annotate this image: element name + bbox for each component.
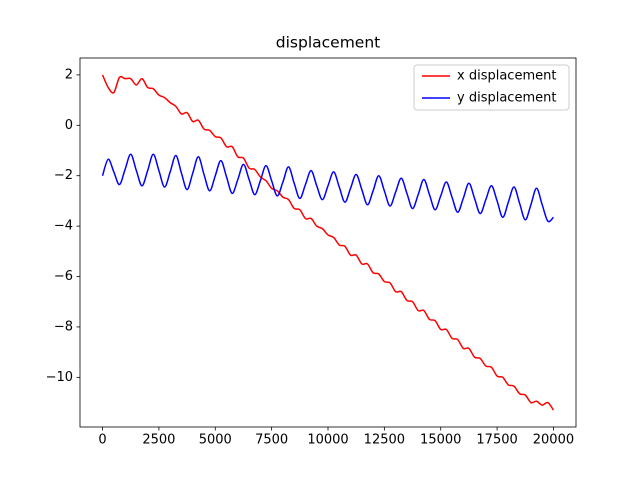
legend-label: y displacement — [457, 91, 556, 106]
x-tick-label: 12500 — [364, 433, 405, 448]
data-line — [101, 153, 554, 223]
plot-frame — [79, 57, 577, 428]
data-line — [101, 74, 555, 411]
x-tick-label: 20000 — [533, 433, 574, 448]
y-tick-label: −10 — [46, 370, 73, 385]
x-tick-label: 5000 — [199, 433, 232, 448]
y-tick-label: −2 — [54, 168, 73, 183]
x-tick-label: 17500 — [476, 433, 517, 448]
y-tick-label: −6 — [54, 269, 73, 284]
y-tick-label: −8 — [54, 319, 73, 334]
chart-title: displacement — [276, 34, 380, 52]
y-tick-label: 2 — [65, 67, 73, 82]
x-tick-label: 2500 — [142, 433, 175, 448]
x-tick-label: 0 — [98, 433, 106, 448]
legend-label: x displacement — [457, 69, 556, 84]
legend: x displacement y displacement — [413, 64, 570, 111]
y-tick-label: 0 — [65, 118, 73, 133]
x-tick-label: 15000 — [420, 433, 461, 448]
x-tick-label: 10000 — [307, 433, 348, 448]
y-tick-label: −4 — [54, 219, 73, 234]
legend-box — [413, 64, 570, 111]
x-tick-label: 7500 — [255, 433, 288, 448]
